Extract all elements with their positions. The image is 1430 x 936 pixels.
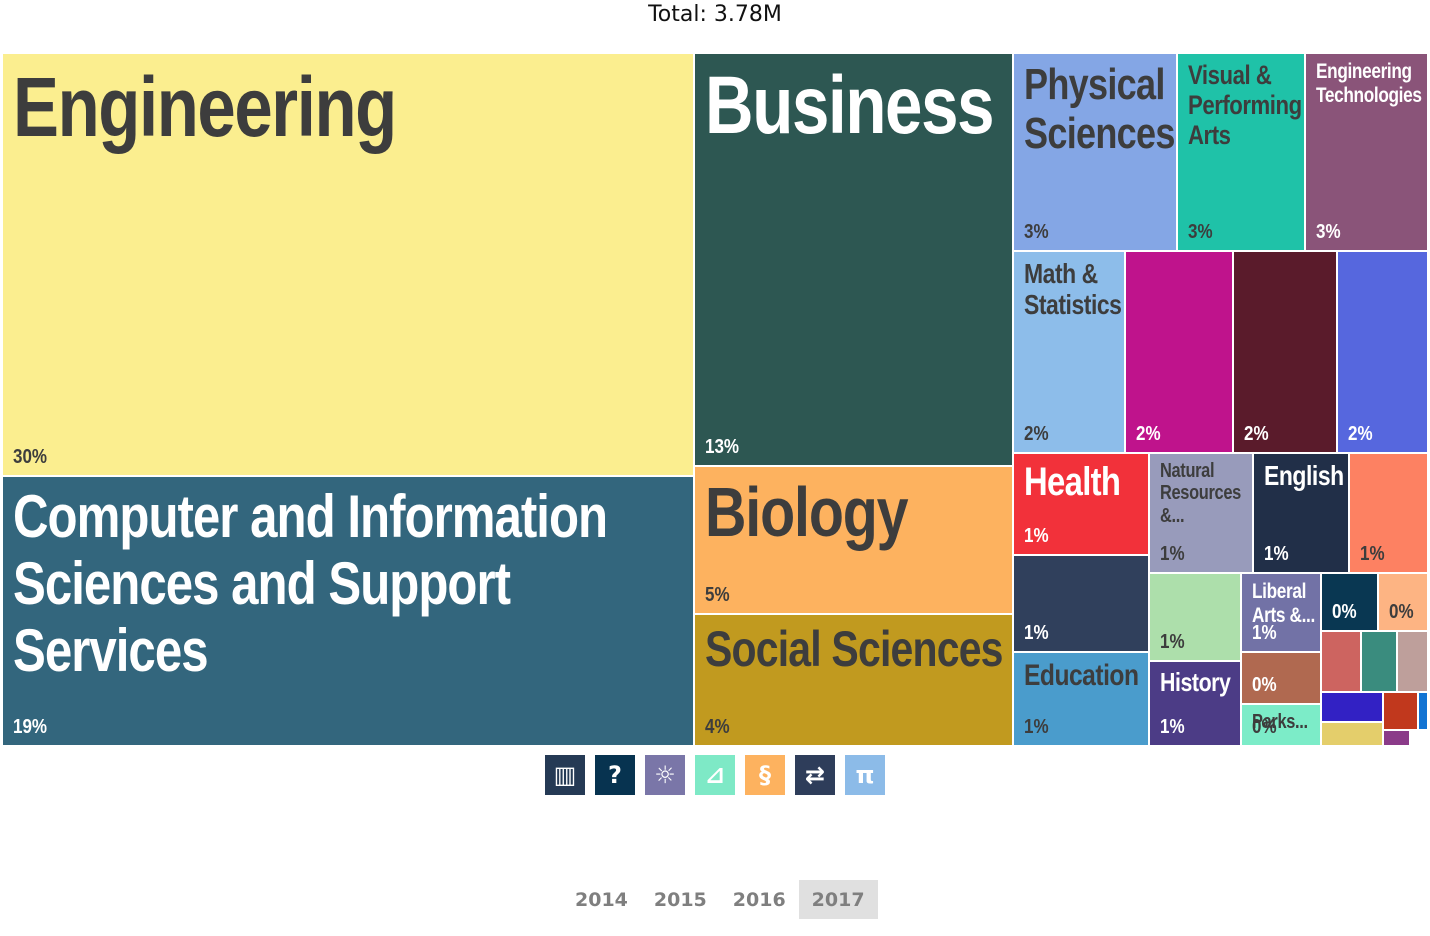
dna-icon[interactable]: §	[745, 755, 785, 795]
tile-percent: 1%	[1024, 525, 1049, 547]
tile-percent: 5%	[705, 584, 730, 606]
tile-percent: 1%	[1160, 716, 1185, 738]
tile-liberal-arts[interactable]: Liberal Arts &... 1%	[1241, 573, 1321, 652]
tile-engineering[interactable]: Engineering 30%	[2, 53, 694, 476]
tile-label: Social Sciences	[705, 621, 1003, 677]
tile-label: Health	[1024, 460, 1121, 504]
tile-label: Natural Resources &...	[1160, 460, 1241, 527]
year-selector: 2014 2015 2016 2017	[562, 880, 878, 919]
question-icon[interactable]: ?	[595, 755, 635, 795]
year-2015-button[interactable]: 2015	[653, 888, 707, 911]
tile-unlabeled-29[interactable]	[1321, 692, 1383, 722]
tile-label: Biology	[705, 473, 909, 551]
tile-label: Visual & Performing Arts	[1188, 60, 1302, 151]
tile-computer-and-information-sciences-and-support-services[interactable]: Computer and Information Sciences and Su…	[2, 476, 694, 746]
year-2017-button[interactable]: 2017	[798, 880, 878, 919]
tile-business[interactable]: Business 13%	[694, 53, 1013, 466]
tile-unlabeled-30[interactable]	[1383, 692, 1418, 730]
tile-unlabeled-19[interactable]: 1%	[1149, 573, 1241, 661]
tile-unlabeled-10[interactable]: 2%	[1125, 251, 1233, 453]
tile-education[interactable]: Education 1%	[1013, 652, 1149, 746]
tile-unlabeled-16[interactable]: 1%	[1349, 453, 1428, 573]
tile-percent: 1%	[1264, 543, 1289, 565]
category-icon-bar: ▥? ☼ ⊿ § ⇄ π	[545, 755, 885, 795]
tile-label: Engineering	[13, 60, 397, 154]
tile-unlabeled-21[interactable]: 0%	[1321, 573, 1378, 631]
tile-percent: 1%	[1360, 543, 1385, 565]
tile-percent: 2%	[1136, 423, 1161, 445]
tile-history[interactable]: History 1%	[1149, 661, 1241, 746]
tile-percent: 2%	[1348, 423, 1373, 445]
tile-percent: 4%	[705, 716, 730, 738]
tile-label: Liberal Arts &...	[1252, 580, 1315, 627]
tile-label: Business	[705, 60, 995, 151]
arrows-icon[interactable]: ⇄	[795, 755, 835, 795]
tile-percent: 13%	[705, 436, 740, 458]
tile-percent: 3%	[1024, 221, 1049, 243]
tile-percent: 3%	[1188, 221, 1213, 243]
tile-unlabeled-17[interactable]: 1%	[1013, 555, 1149, 652]
tile-parks[interactable]: Parks... 0%	[1241, 704, 1321, 746]
tile-percent: 0%	[1332, 601, 1357, 623]
tile-percent: 0%	[1389, 601, 1414, 623]
tile-label: English	[1264, 460, 1344, 491]
tile-unlabeled-24[interactable]: 0%	[1241, 652, 1321, 704]
tile-label: Physical Sciences	[1024, 60, 1175, 159]
tile-label: Engineering Technologies	[1316, 60, 1422, 107]
tile-biology[interactable]: Biology 5%	[694, 466, 1013, 614]
tile-percent: 1%	[1160, 631, 1185, 653]
shoe-icon[interactable]: ⊿	[695, 755, 735, 795]
year-2016-button[interactable]: 2016	[732, 888, 786, 911]
tile-percent: 2%	[1024, 423, 1049, 445]
book-icon[interactable]: ▥	[545, 755, 585, 795]
tile-engineering-technologies[interactable]: Engineering Technologies 3%	[1305, 53, 1428, 251]
tile-percent: 1%	[1024, 622, 1049, 644]
tile-label: Math & Statistics	[1024, 258, 1122, 321]
tile-label: Parks...	[1252, 711, 1308, 733]
tile-percent: 1%	[1160, 543, 1185, 565]
tile-unlabeled-27[interactable]	[1361, 631, 1397, 692]
tile-unlabeled-11[interactable]: 2%	[1233, 251, 1337, 453]
tile-unlabeled-33[interactable]	[1383, 730, 1410, 746]
tile-health[interactable]: Health 1%	[1013, 453, 1149, 555]
tile-percent: 0%	[1252, 716, 1277, 738]
tile-unlabeled-28[interactable]	[1397, 631, 1428, 692]
tile-unlabeled-12[interactable]: 2%	[1337, 251, 1428, 453]
tile-natural-resources[interactable]: Natural Resources &... 1%	[1149, 453, 1253, 573]
total-label: Total: 3.78M	[648, 2, 782, 27]
tile-label: Education	[1024, 659, 1139, 692]
sun-icon[interactable]: ☼	[645, 755, 685, 795]
tile-social-sciences[interactable]: Social Sciences 4%	[694, 614, 1013, 746]
tile-label: History	[1160, 667, 1231, 697]
tile-unlabeled-32[interactable]	[1321, 722, 1383, 746]
tile-math-statistics[interactable]: Math & Statistics 2%	[1013, 251, 1125, 453]
tile-unlabeled-26[interactable]	[1321, 631, 1361, 692]
tile-unlabeled-31[interactable]	[1418, 692, 1428, 730]
tile-label: Computer and Information Sciences and Su…	[13, 483, 608, 685]
tile-visual-performing-arts[interactable]: Visual & Performing Arts 3%	[1177, 53, 1305, 251]
year-2014-button[interactable]: 2014	[575, 888, 628, 911]
tile-percent: 0%	[1252, 674, 1277, 696]
tile-physical-sciences[interactable]: Physical Sciences 3%	[1013, 53, 1177, 251]
tile-english[interactable]: English 1%	[1253, 453, 1349, 573]
tile-percent: 3%	[1316, 221, 1341, 243]
tile-percent: 1%	[1252, 622, 1277, 644]
tile-percent: 30%	[13, 446, 48, 468]
tile-unlabeled-22[interactable]: 0%	[1378, 573, 1428, 631]
pi-icon[interactable]: π	[845, 755, 885, 795]
tile-percent: 19%	[13, 716, 48, 738]
tile-percent: 2%	[1244, 423, 1269, 445]
tile-percent: 1%	[1024, 716, 1049, 738]
